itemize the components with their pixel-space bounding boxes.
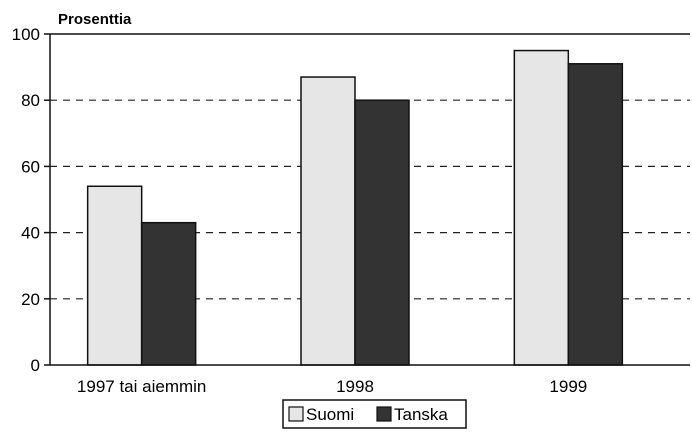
legend-swatch-tanska bbox=[376, 406, 392, 422]
y-tick-label: 0 bbox=[31, 356, 40, 375]
x-category-label: 1998 bbox=[336, 377, 374, 396]
bar-tanska bbox=[354, 99, 410, 366]
legend-label-tanska: Tanska bbox=[394, 405, 448, 424]
bar-suomi bbox=[300, 76, 356, 366]
y-axis-label: Prosenttia bbox=[58, 11, 132, 28]
legend-box bbox=[282, 399, 467, 429]
legend-swatch-suomi bbox=[288, 406, 304, 422]
axes bbox=[49, 33, 690, 366]
legend: Suomi Tanska bbox=[282, 399, 467, 429]
bar-suomi bbox=[513, 49, 570, 366]
bar-tanska bbox=[567, 63, 624, 366]
y-tick-label: 20 bbox=[21, 290, 40, 309]
x-category-labels: 1997 tai aiemmin 1998 1999 bbox=[77, 377, 587, 396]
y-tick-label: 60 bbox=[21, 157, 40, 176]
bar-suomi bbox=[86, 185, 143, 366]
x-category-label: 1999 bbox=[549, 377, 587, 396]
y-tick-label: 100 bbox=[12, 25, 40, 44]
legend-label-suomi: Suomi bbox=[306, 405, 354, 424]
x-category-label: 1997 tai aiemmin bbox=[77, 377, 206, 396]
bars bbox=[86, 49, 624, 366]
y-tick-label: 40 bbox=[21, 224, 40, 243]
y-tick-label: 80 bbox=[21, 91, 40, 110]
bar-tanska bbox=[140, 221, 197, 366]
y-ticks: 0 20 40 60 80 100 bbox=[12, 25, 50, 375]
